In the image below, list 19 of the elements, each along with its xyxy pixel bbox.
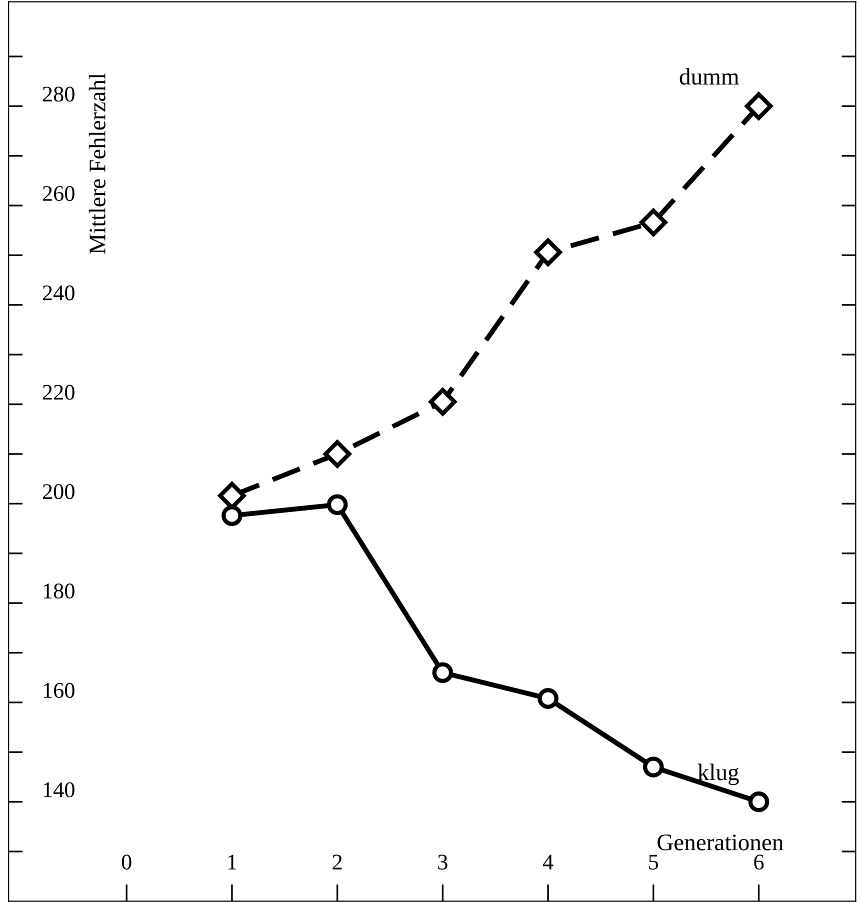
y-tick-label: 140 bbox=[44, 782, 74, 798]
x-tick-label: 5 bbox=[649, 854, 658, 870]
x-tick-label: 4 bbox=[542, 854, 554, 870]
y-tick-label: 200 bbox=[42, 484, 74, 500]
y-tick-label: 240 bbox=[42, 285, 74, 300]
x-tick-label: 2 bbox=[332, 854, 342, 870]
x-tick-label: 3 bbox=[438, 854, 448, 870]
x-tick-label: 1 bbox=[228, 854, 236, 870]
y-axis-title: Mittlere Fehlerzahl bbox=[88, 73, 106, 254]
y-tick-label: 280 bbox=[42, 86, 74, 102]
x-axis-title: Generationen bbox=[658, 834, 784, 850]
series-label: dumm bbox=[680, 68, 739, 85]
y-tick-label: 220 bbox=[42, 384, 74, 400]
x-tick-label: 0 bbox=[122, 854, 132, 870]
y-tick-label: 260 bbox=[42, 186, 74, 202]
y-tick-label: 180 bbox=[44, 584, 74, 599]
x-tick-label: 6 bbox=[754, 854, 764, 870]
series-label: klug bbox=[698, 764, 739, 786]
y-tick-label: 160 bbox=[44, 682, 74, 698]
